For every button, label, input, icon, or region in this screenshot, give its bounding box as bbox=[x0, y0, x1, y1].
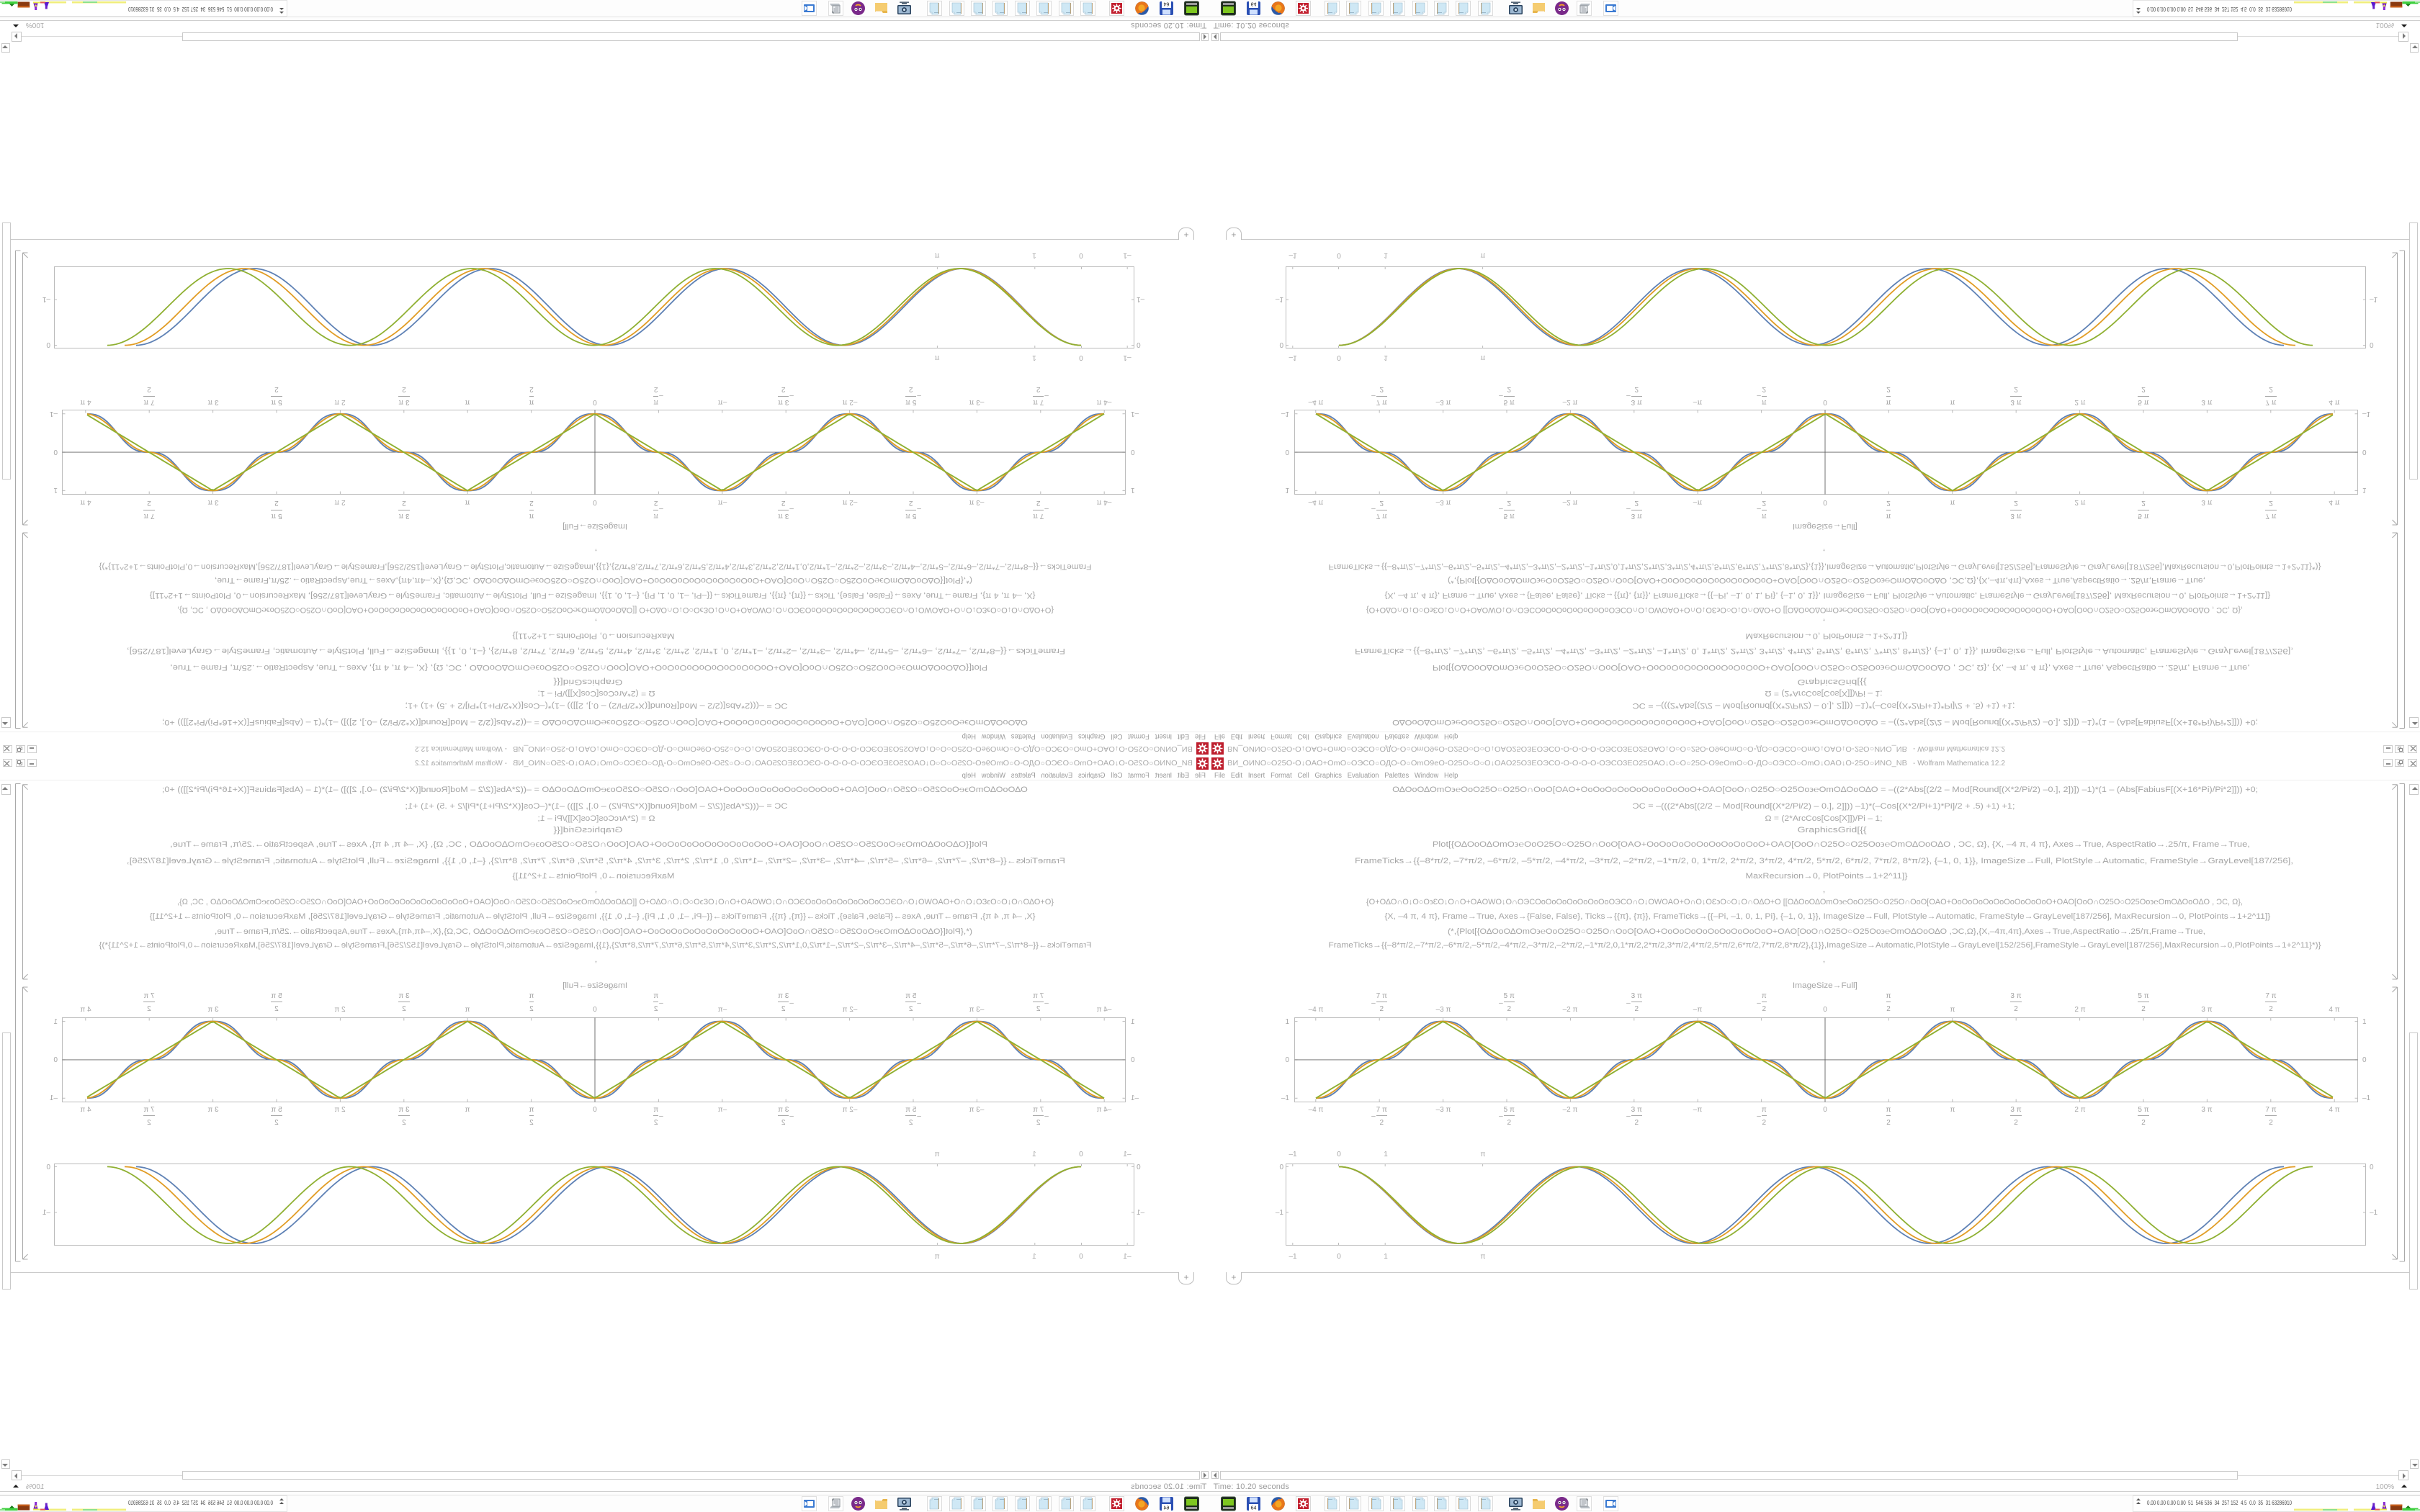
svg-text:64: 64 bbox=[1250, 1506, 1256, 1511]
svg-text:64: 64 bbox=[1164, 1506, 1170, 1511]
svg-text:64: 64 bbox=[1250, 1, 1256, 6]
svg-text:64: 64 bbox=[1164, 1, 1170, 6]
